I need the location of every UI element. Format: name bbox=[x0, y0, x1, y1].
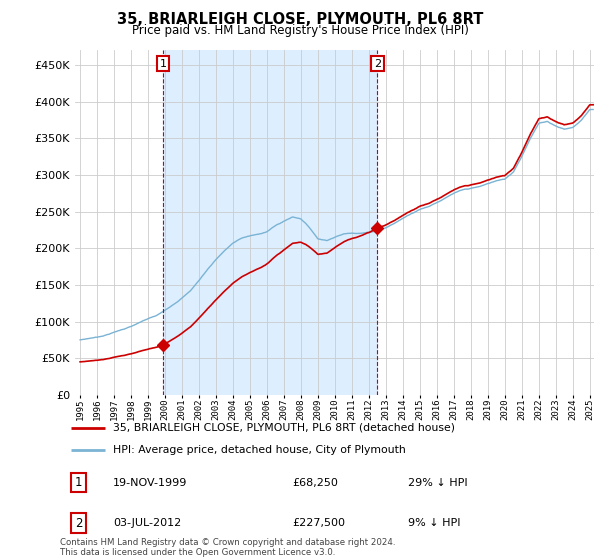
Bar bbox=[163, 50, 377, 395]
Text: 03-JUL-2012: 03-JUL-2012 bbox=[113, 518, 181, 528]
Text: 35, BRIARLEIGH CLOSE, PLYMOUTH, PL6 8RT: 35, BRIARLEIGH CLOSE, PLYMOUTH, PL6 8RT bbox=[117, 12, 483, 27]
Text: 2: 2 bbox=[75, 517, 82, 530]
Text: 19-NOV-1999: 19-NOV-1999 bbox=[113, 478, 187, 488]
Text: Contains HM Land Registry data © Crown copyright and database right 2024.
This d: Contains HM Land Registry data © Crown c… bbox=[60, 538, 395, 557]
Text: £68,250: £68,250 bbox=[292, 478, 338, 488]
Text: HPI: Average price, detached house, City of Plymouth: HPI: Average price, detached house, City… bbox=[113, 445, 406, 455]
Text: 2: 2 bbox=[374, 59, 381, 68]
Text: £227,500: £227,500 bbox=[292, 518, 346, 528]
Text: 29% ↓ HPI: 29% ↓ HPI bbox=[409, 478, 468, 488]
Text: 1: 1 bbox=[75, 476, 82, 489]
Text: 9% ↓ HPI: 9% ↓ HPI bbox=[409, 518, 461, 528]
Text: 1: 1 bbox=[160, 59, 167, 68]
Text: 35, BRIARLEIGH CLOSE, PLYMOUTH, PL6 8RT (detached house): 35, BRIARLEIGH CLOSE, PLYMOUTH, PL6 8RT … bbox=[113, 423, 455, 433]
Text: Price paid vs. HM Land Registry's House Price Index (HPI): Price paid vs. HM Land Registry's House … bbox=[131, 24, 469, 36]
